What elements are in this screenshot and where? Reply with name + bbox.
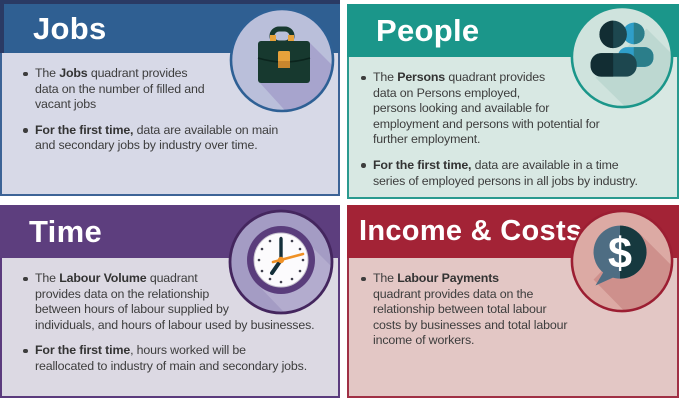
quadrant-card-income-costs: Income & Costs The Labour Payments quadr… — [347, 205, 679, 398]
card-title-time: Time — [29, 214, 102, 249]
bullet-item: The Persons quadrant provides data on Pe… — [360, 70, 673, 148]
card-title-jobs: Jobs — [33, 11, 107, 46]
quadrant-card-people: People The Persons quadrant provides dat… — [347, 4, 679, 199]
bullet-item: The Labour Payments quadrant provides da… — [360, 271, 673, 349]
clock-icon — [228, 209, 334, 315]
bullet-item: For the first time, hours worked will be… — [22, 343, 334, 374]
dollar-glyph: $ — [608, 230, 632, 278]
briefcase-icon — [229, 7, 335, 113]
quadrant-card-time: Time The Labour Volume quadrant provides… — [0, 205, 340, 398]
card-title-income-costs: Income & Costs — [359, 215, 583, 247]
bullet-list: The Persons quadrant provides data on Pe… — [349, 57, 677, 189]
quadrant-card-jobs: Jobs The Jobs quadrant provides data on … — [0, 0, 340, 196]
bullet-list: The Labour Payments quadrant provides da… — [349, 258, 677, 349]
bullet-item: The Labour Volume quadrant provides data… — [22, 271, 334, 333]
bullet-list: The Jobs quadrant provides data on the n… — [2, 53, 338, 154]
bullet-list: The Labour Volume quadrant provides data… — [2, 258, 338, 375]
card-title-people: People — [376, 13, 480, 48]
dollar-icon: $ — [570, 209, 674, 313]
bullet-item: The Jobs quadrant provides data on the n… — [22, 66, 334, 113]
bullet-item: For the first time, data are available i… — [360, 158, 673, 189]
bullet-item: For the first time, data are available o… — [22, 123, 334, 154]
people-icon — [570, 5, 674, 109]
